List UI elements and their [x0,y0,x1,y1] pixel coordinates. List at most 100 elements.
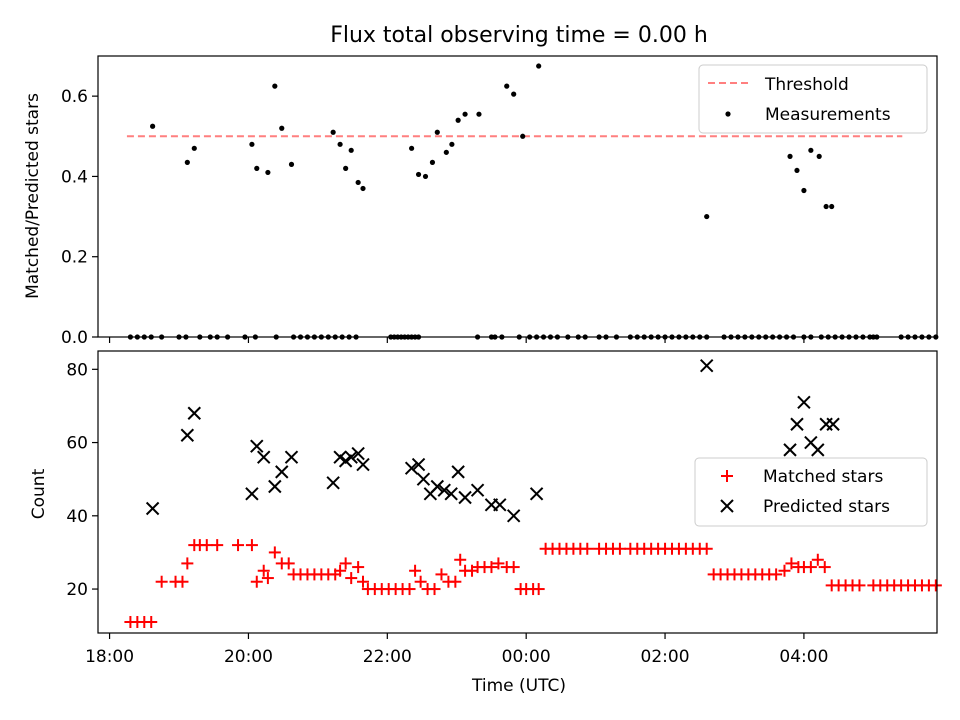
measurement-point [184,159,190,165]
predicted-star-stroke-b [326,476,340,490]
predicted-star-stroke-b [245,487,259,501]
predicted-star-point [458,490,472,505]
measurement-point [443,149,449,155]
top-y-tick-label: 0.4 [61,167,88,187]
matched-star-point [200,539,213,552]
matched-star-point [507,561,520,574]
matched-star-point [454,553,467,566]
measurement-point [337,141,343,147]
predicted-star-stroke-b [257,450,271,464]
predicted-star-stroke-b [356,457,370,472]
top-axis-ticks: 0.0 0.2 0.4 0.6 [61,87,805,348]
matched-star-point [409,564,422,577]
matched-star-point [811,553,824,566]
predicted-star-point [344,450,358,464]
matched-star-point [700,542,713,555]
measurement-point [476,111,482,117]
predicted-star-stroke-b [268,479,282,494]
predicted-star-point [416,472,431,486]
bottom-x-tick-label: 04:00 [779,647,828,667]
predicted-star-point [783,443,797,457]
measurement-point [449,141,455,147]
predicted-star-point [411,457,426,472]
matched-star-point [485,561,498,574]
predicted-star-point [506,509,521,523]
predicted-star-stroke-b [804,435,818,450]
measurement-point [355,179,361,186]
measurement-point [823,203,829,210]
matched-star-point [352,561,365,574]
matched-star-point [176,575,189,588]
matched-star-point [435,568,448,581]
bottom-x-tick-label: 22:00 [363,647,412,667]
bottom-y-tick-label: 40 [66,507,88,527]
measurement-point [150,123,156,129]
predicted-star-stroke-b [790,417,804,431]
predicted-star-point [493,498,507,512]
measurement-point [801,187,807,194]
legend-matched-label: Matched stars [763,467,883,487]
top-y-tick-label: 0.6 [61,87,88,107]
predicted-star-stroke-b [411,457,426,472]
top-axes-frame [97,55,938,338]
predicted-star-point [811,443,825,457]
predicted-star-stroke-b [811,443,825,457]
bottom-x-tick-label: 20:00 [224,647,273,667]
predicted-star-point [268,479,282,494]
predicted-star-stroke-b [344,450,358,464]
matched-star-point [155,575,168,588]
measurement-point [254,165,260,171]
predicted-star-point [451,465,465,479]
measurement-point [794,167,800,174]
predicted-star-stroke-b [430,479,445,494]
legend-matched-swatch [721,470,733,482]
matched-star-point [403,583,416,596]
matched-star-point [929,579,942,592]
measurement-point [704,213,710,220]
bottom-x-tick-label: 18:00 [85,647,134,667]
bottom-axes-frame [97,350,938,634]
bottom-legend: Matched stars Predicted stars [694,457,928,527]
matched-star-point [145,616,158,629]
measurement-point [536,63,542,69]
predicted-star-stroke-b [700,358,714,373]
bottom-y-tick-label: 20 [66,580,88,600]
predicted-star-point [351,446,365,461]
bottom-y-tick-label: 80 [66,360,88,380]
bottom-axis-ticks: 20 40 60 80 18:00 20:00 22:00 00:00 02:00 04:00 [66,360,828,667]
predicted-star-stroke-b [783,443,797,457]
matched-star-point [804,561,817,574]
matched-star-point [853,579,866,592]
predicted-star-stroke-b [180,428,195,442]
predicted-star-stroke-b [444,487,458,501]
matched-star-point [818,561,831,574]
predicted-star-stroke-b [529,487,544,501]
measurement-point [511,91,517,97]
top-chart-title: Flux total observing time = 0.00 h [330,23,708,48]
matched-star-point [181,557,194,570]
predicted-star-stroke-b [416,472,431,486]
predicted-star-stroke-b [470,483,485,497]
measurement-point [415,171,422,178]
legend-threshold-label: Threshold [764,75,849,95]
measurement-point [455,117,461,123]
predicted-star-point [250,439,264,453]
measurement-point [808,147,814,153]
matched-star-point [428,583,441,596]
measurement-point [422,173,429,180]
measurement-point [462,111,468,117]
matched-star-point [581,542,594,555]
top-legend-box [698,64,928,134]
predicted-star-point [245,487,259,501]
matched-star-point [257,564,270,577]
top-y-axis-label: Matched/Predicted stars [23,93,43,299]
measurement-point [360,185,366,192]
predicted-star-stroke-b [493,498,507,512]
legend-predicted-swatch [720,499,734,513]
matched-star-point [770,568,783,581]
predicted-star-point [790,417,804,431]
predicted-star-point [180,428,195,442]
matched-star-point [785,557,798,570]
predicted-star-point [356,457,370,472]
matched-star-point [211,539,224,552]
